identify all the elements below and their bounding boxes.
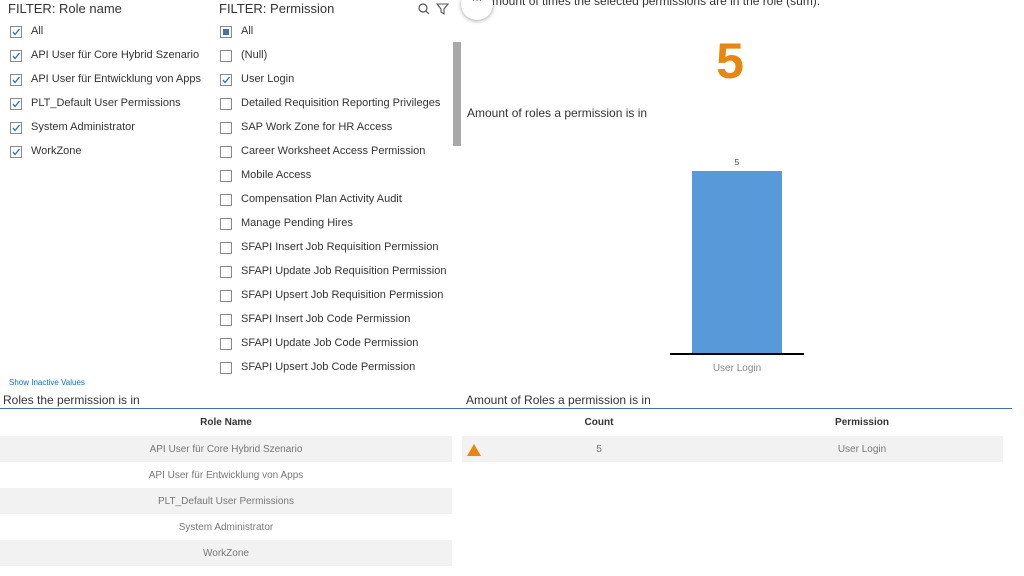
filter-item[interactable]: Manage Pending Hires: [241, 217, 353, 229]
x-tick-label: User Login: [713, 363, 761, 374]
filter-item[interactable]: (Null): [241, 49, 268, 61]
checkbox[interactable]: [220, 122, 232, 134]
checkbox[interactable]: [10, 26, 22, 38]
filter-item[interactable]: User Login: [241, 73, 295, 85]
filter-item[interactable]: SFAPI Upsert Job Requisition Permission: [241, 289, 444, 301]
table-row[interactable]: [0, 488, 452, 514]
checkbox[interactable]: [220, 218, 232, 230]
filter-item[interactable]: SFAPI Upsert Job Code Permission: [241, 361, 416, 373]
table-row[interactable]: [0, 462, 452, 488]
bar-chart-title: Amount of roles a permission is in: [467, 106, 648, 120]
checkbox[interactable]: [220, 266, 232, 278]
filter-tools[interactable]: [418, 2, 450, 16]
checkbox[interactable]: [220, 290, 232, 302]
filter-item[interactable]: SAP Work Zone for HR Access: [241, 121, 393, 133]
filter-item[interactable]: Detailed Requisition Reporting Privilege…: [241, 97, 441, 109]
column-header: Role Name: [200, 417, 252, 428]
filter-item[interactable]: SFAPI Insert Job Code Permission: [241, 313, 411, 325]
checkbox[interactable]: [220, 98, 232, 110]
checkbox[interactable]: [220, 242, 232, 254]
table-cell: User Login: [837, 444, 887, 455]
checkbox[interactable]: [220, 146, 232, 158]
count-table-title: Amount of Roles a permission is in: [466, 393, 651, 407]
role-filter-title: FILTER: Role name: [8, 1, 122, 16]
permission-filter-title: FILTER: Permission: [219, 1, 335, 16]
checkbox[interactable]: [10, 98, 22, 110]
checkbox[interactable]: [220, 26, 232, 38]
filter-item[interactable]: SFAPI Update Job Code Permission: [241, 337, 419, 349]
filter-item[interactable]: All: [31, 25, 44, 37]
table-cell: PLT_Default User Permissions: [158, 496, 294, 507]
bar-chart: 5 User Login: [670, 158, 804, 374]
checkbox[interactable]: [220, 50, 232, 62]
checkbox[interactable]: [10, 146, 22, 158]
filter-item[interactable]: Mobile Access: [241, 169, 312, 181]
filter-item[interactable]: WorkZone: [31, 145, 82, 157]
checkbox[interactable]: [10, 74, 22, 86]
table-cell: WorkZone: [203, 548, 249, 559]
checkbox[interactable]: [10, 50, 22, 62]
show-inactive-link[interactable]: Show Inactive Values: [9, 378, 85, 387]
permission-list: All (Null) User Login Detailed Requisition …: [0, 0, 452, 390]
column-header: Permission: [835, 417, 889, 428]
more-button[interactable]: ···: [461, 0, 493, 20]
table-row[interactable]: [0, 540, 452, 566]
filter-item[interactable]: SFAPI Insert Job Requisition Permission: [241, 241, 439, 253]
filter-item[interactable]: PLT_Default User Permissions: [31, 97, 181, 109]
scrollbar[interactable]: [453, 42, 461, 146]
filter-item[interactable]: System Administrator: [31, 121, 135, 133]
table-row[interactable]: [462, 436, 1003, 462]
checkbox[interactable]: [220, 362, 232, 374]
table-row[interactable]: [0, 436, 452, 462]
kpi-value: 5: [716, 33, 744, 89]
divider: [0, 408, 1012, 409]
filter-item[interactable]: Compensation Plan Activity Audit: [241, 193, 402, 205]
filter-item[interactable]: All: [241, 25, 254, 37]
roles-table-title: Roles the permission is in: [3, 393, 140, 407]
filter-item[interactable]: Career Worksheet Access Permission: [241, 145, 426, 157]
table-cell: API User für Entwicklung von Apps: [148, 470, 304, 481]
checkbox[interactable]: [10, 122, 22, 134]
kpi-title: Amount of times the selected permissions…: [484, 0, 821, 8]
filter-item[interactable]: SFAPI Update Job Requisition Permission: [241, 265, 447, 277]
table-cell: API User für Core Hybrid Szenario: [149, 444, 303, 455]
table-row[interactable]: [0, 514, 452, 540]
bar-value-label: 5: [735, 158, 740, 167]
table-cell: 5: [596, 444, 602, 455]
bar: [692, 171, 782, 354]
checkbox[interactable]: [220, 314, 232, 326]
checkbox[interactable]: [220, 170, 232, 182]
filter-item[interactable]: API User für Core Hybrid Szenario: [31, 49, 200, 61]
checkbox[interactable]: [220, 338, 232, 350]
filter-item[interactable]: API User für Entwicklung von Apps: [31, 73, 201, 85]
checkbox[interactable]: [220, 74, 232, 86]
table-cell: System Administrator: [178, 522, 274, 533]
column-header: Count: [584, 417, 614, 428]
status-icon: [467, 443, 481, 461]
checkbox[interactable]: [220, 194, 232, 206]
